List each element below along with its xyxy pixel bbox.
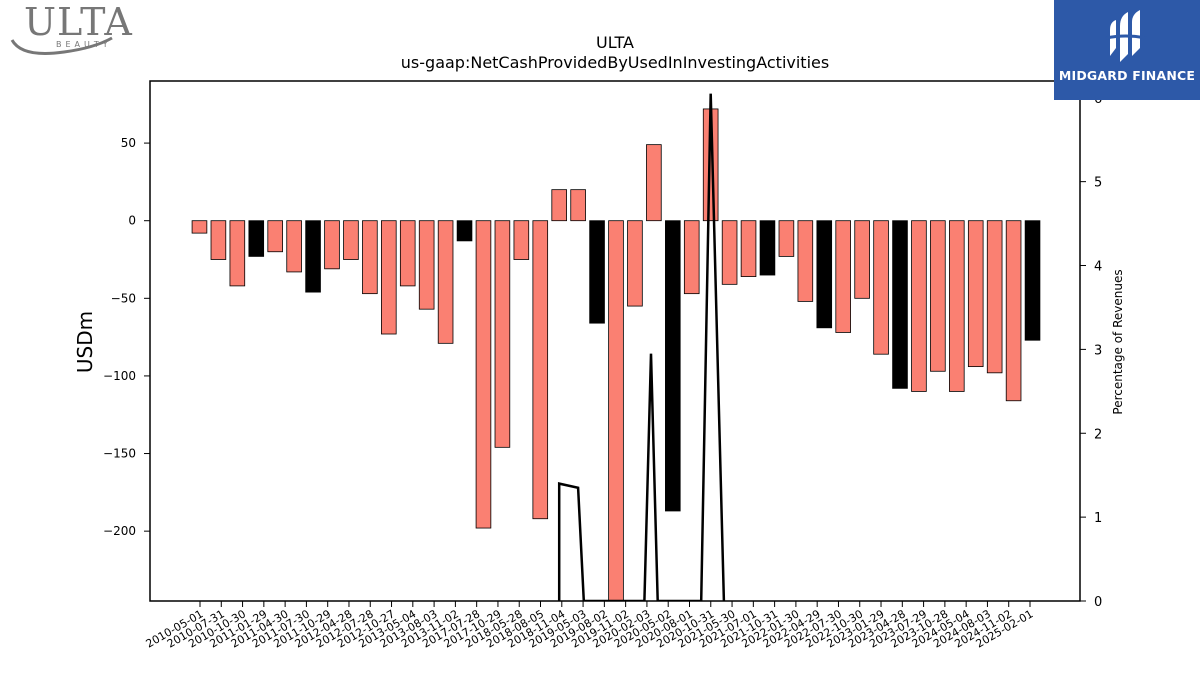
bar-24 — [627, 220, 643, 307]
bar-1 — [191, 220, 208, 234]
percentage-of-revenues-line — [557, 93, 726, 601]
bar-41 — [949, 220, 965, 392]
midgard-logo-text: MIDGARD FINANCE — [1058, 68, 1196, 83]
line-layer — [557, 93, 726, 601]
bar-5 — [267, 220, 283, 253]
bar-11 — [381, 220, 397, 335]
bar-27 — [683, 220, 700, 295]
y-tick-label: −200 — [103, 524, 136, 538]
ulta-logo: ULTA BEAUTY — [4, 0, 134, 60]
midgard-logo-mark — [1105, 10, 1147, 62]
y-tick-label: −50 — [111, 291, 136, 305]
chart-subtitle: us-gaap:NetCashProvidedByUsedInInvesting… — [401, 53, 829, 72]
bar-17 — [494, 220, 511, 448]
ulta-logo-mark: ULTA BEAUTY — [10, 0, 133, 55]
y2-tick-label: 0 — [1094, 595, 1102, 610]
bar-39 — [911, 220, 927, 392]
bar-37 — [873, 220, 889, 355]
bar-13 — [418, 220, 435, 310]
bar-42 — [967, 220, 984, 368]
bar-40 — [930, 220, 946, 372]
bar-15 — [456, 220, 473, 242]
y-axis-label: USDm — [73, 311, 97, 373]
plot-frame — [149, 80, 1081, 602]
bar-31 — [759, 220, 776, 276]
bar-7 — [305, 220, 321, 293]
ulta-logo-text: ULTA — [24, 2, 133, 44]
bar-23 — [608, 220, 624, 601]
y2-axis-label: Percentage of Revenues — [1111, 269, 1125, 414]
bar-8 — [324, 220, 340, 270]
bar-2 — [210, 220, 227, 260]
bar-30 — [740, 220, 757, 277]
bar-18 — [513, 220, 530, 260]
y-tick-label: −100 — [103, 369, 136, 383]
bar-34 — [816, 220, 833, 329]
y2-tick-label: 2 — [1094, 427, 1102, 442]
bar-35 — [835, 220, 851, 333]
bar-20 — [551, 189, 567, 222]
bar-29 — [721, 220, 738, 285]
bar-3 — [229, 220, 246, 287]
bar-45 — [1024, 220, 1041, 341]
y2-tick-label: 4 — [1094, 260, 1102, 275]
bar-36 — [854, 220, 870, 299]
y2-tick-label: 1 — [1094, 511, 1102, 526]
ulta-logo-subtext: BEAUTY — [56, 40, 112, 49]
bar-19 — [532, 220, 549, 520]
bar-16 — [475, 220, 492, 529]
bar-9 — [343, 220, 359, 260]
bars-layer — [191, 108, 1041, 601]
bar-6 — [286, 220, 302, 273]
bar-32 — [778, 220, 795, 257]
bar-12 — [399, 220, 416, 287]
bar-43 — [986, 220, 1003, 374]
y-tick-label: −150 — [103, 447, 136, 461]
bar-10 — [362, 220, 378, 295]
y2-tick-label: 3 — [1094, 343, 1102, 358]
bar-26 — [665, 220, 681, 512]
bar-25 — [646, 144, 662, 222]
midgard-finance-logo: MIDGARD FINANCE — [1054, 0, 1200, 100]
bar-21 — [570, 189, 586, 222]
y2-tick-label: 5 — [1094, 176, 1102, 191]
bar-4 — [248, 220, 265, 257]
y-tick-label: 0 — [128, 214, 136, 228]
bar-22 — [589, 220, 605, 324]
chart-title: ULTA — [596, 33, 634, 52]
bar-33 — [797, 220, 814, 302]
bar-14 — [437, 220, 454, 344]
bar-38 — [892, 220, 908, 389]
y-tick-label: 50 — [121, 136, 136, 150]
bar-44 — [1005, 220, 1022, 402]
